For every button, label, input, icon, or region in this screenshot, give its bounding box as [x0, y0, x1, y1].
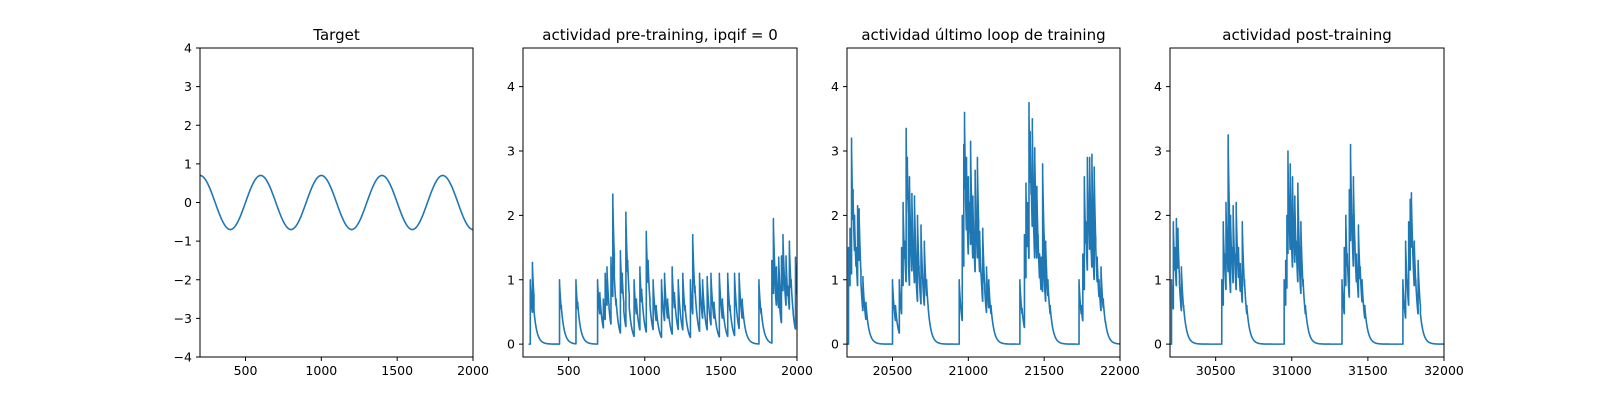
axes-frame [846, 47, 1121, 358]
x-tick-label: 32000 [1424, 363, 1464, 378]
y-tick-label: −4 [174, 350, 192, 365]
series-line [1170, 134, 1444, 345]
panel-target: Target 500 1000 1500 2000 −4 −3 −2 −1 0 1 2 3 4 [174, 26, 489, 378]
y-tick-label: −3 [174, 311, 192, 326]
y-tick-label: 2 [184, 118, 192, 133]
panel-post-training: actividad post-training 30500 31000 31500 3… [1154, 26, 1464, 378]
y-tick-label: 4 [831, 79, 839, 94]
x-tick-label: 30500 [1196, 363, 1236, 378]
x-tick-label: 20500 [873, 363, 913, 378]
panel-title: Target [312, 26, 360, 44]
panel-last-training-loop: actividad último loop de training 20500 2… [831, 26, 1140, 378]
y-tick-label: −2 [174, 272, 192, 287]
y-tick-label: 3 [1154, 144, 1162, 159]
y-tick-label: 1 [1154, 272, 1162, 287]
y-tick-label: 2 [1154, 208, 1162, 223]
y-tick-label: 3 [831, 144, 839, 159]
series-line [847, 101, 1120, 345]
panel-title: actividad último loop de training [861, 26, 1105, 44]
y-tick-label: 4 [507, 79, 515, 94]
y-tick-label: 2 [831, 208, 839, 223]
y-tick-label: 0 [1154, 337, 1162, 352]
x-tick-label: 2000 [781, 363, 813, 378]
axes-frame [1169, 47, 1445, 358]
y-tick-label: 1 [507, 272, 515, 287]
y-tick-label: 0 [507, 337, 515, 352]
x-tick-label: 1500 [705, 363, 737, 378]
x-tick-label: 1500 [381, 363, 413, 378]
x-tick-label: 1000 [629, 363, 661, 378]
x-tick-label: 500 [557, 363, 581, 378]
panel-title: actividad pre-training, ipqif = 0 [542, 26, 778, 44]
y-tick-label: 4 [184, 41, 192, 56]
y-tick-label: 3 [184, 79, 192, 94]
y-tick-label: −1 [174, 234, 192, 249]
panel-pre-training: actividad pre-training, ipqif = 0 500 100… [507, 26, 813, 378]
y-tick-label: 0 [184, 195, 192, 210]
x-tick-label: 21500 [1024, 363, 1064, 378]
series-line [200, 174, 473, 231]
y-tick-label: 0 [831, 337, 839, 352]
series-line [528, 193, 797, 345]
axes-frame [522, 47, 798, 358]
y-tick-label: 1 [831, 272, 839, 287]
x-tick-label: 2000 [457, 363, 489, 378]
x-tick-label: 31000 [1272, 363, 1312, 378]
x-tick-label: 22000 [1100, 363, 1140, 378]
x-tick-label: 1000 [305, 363, 337, 378]
y-tick-label: 2 [507, 208, 515, 223]
y-tick-label: 3 [507, 144, 515, 159]
y-tick-label: 4 [1154, 79, 1162, 94]
x-tick-label: 21000 [948, 363, 988, 378]
x-tick-label: 31500 [1348, 363, 1388, 378]
x-tick-label: 500 [234, 363, 258, 378]
y-tick-label: 1 [184, 156, 192, 171]
panel-title: actividad post-training [1222, 26, 1391, 44]
